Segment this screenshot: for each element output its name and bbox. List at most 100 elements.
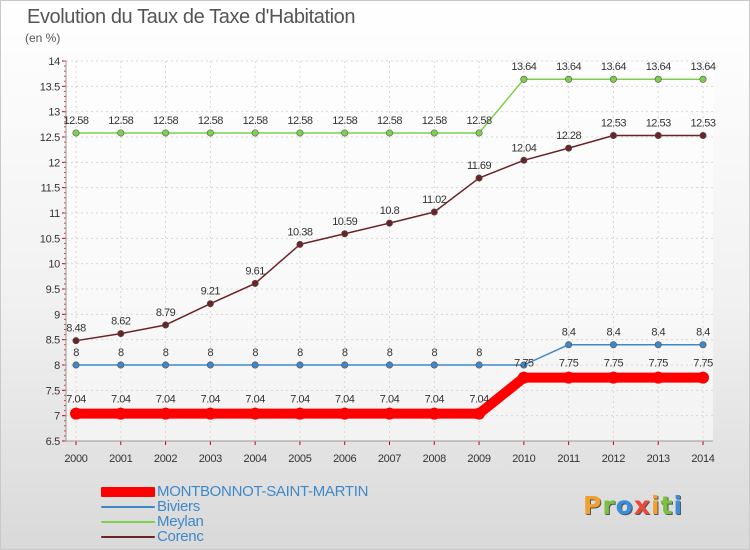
data-point-biviers bbox=[251, 361, 259, 369]
data-label-montbonnot-saint-martin: 7.75 bbox=[693, 358, 713, 370]
data-point-biviers bbox=[385, 361, 393, 369]
data-point-corenc bbox=[296, 240, 304, 248]
x-tick-label: 2011 bbox=[557, 453, 580, 465]
data-point-meylan bbox=[565, 75, 573, 83]
data-label-meylan: 12.58 bbox=[467, 115, 492, 127]
data-label-meylan: 13.64 bbox=[601, 61, 626, 73]
y-tick-label: 6.5 bbox=[46, 436, 61, 448]
data-point-meylan bbox=[475, 129, 483, 137]
y-tick-label: 13.5 bbox=[40, 81, 60, 93]
data-label-corenc: 12.53 bbox=[646, 117, 671, 129]
x-tick-label: 2007 bbox=[378, 453, 401, 465]
x-tick-label: 2006 bbox=[333, 453, 356, 465]
data-label-meylan: 13.64 bbox=[690, 61, 715, 73]
data-point-biviers bbox=[699, 341, 707, 349]
y-tick-label: 12.5 bbox=[40, 132, 60, 144]
data-point-montbonnot-saint-martin bbox=[293, 407, 306, 420]
data-label-montbonnot-saint-martin: 7.04 bbox=[335, 394, 355, 406]
data-label-biviers: 8 bbox=[73, 347, 79, 359]
data-point-meylan bbox=[654, 75, 662, 83]
data-point-corenc bbox=[162, 321, 170, 329]
data-point-meylan bbox=[520, 75, 528, 83]
data-point-corenc bbox=[654, 131, 662, 139]
data-point-meylan bbox=[251, 129, 259, 137]
data-point-biviers bbox=[341, 361, 349, 369]
data-point-biviers bbox=[206, 361, 214, 369]
data-label-meylan: 12.58 bbox=[108, 115, 133, 127]
data-point-montbonnot-saint-martin bbox=[697, 371, 709, 384]
data-point-corenc bbox=[117, 330, 125, 338]
data-point-corenc bbox=[72, 337, 80, 345]
data-point-meylan bbox=[385, 129, 393, 137]
legend-item: Biviers bbox=[101, 499, 421, 514]
data-point-montbonnot-saint-martin bbox=[338, 407, 351, 420]
y-tick-label: 13 bbox=[48, 107, 60, 119]
logo-letter: i bbox=[673, 491, 684, 520]
x-tick-label: 2012 bbox=[602, 453, 625, 465]
data-label-biviers: 8 bbox=[387, 347, 393, 359]
data-point-montbonnot-saint-martin bbox=[652, 371, 665, 384]
x-tick-label: 2009 bbox=[467, 453, 490, 465]
data-label-montbonnot-saint-martin: 7.04 bbox=[425, 394, 445, 406]
y-tick-label: 7 bbox=[54, 411, 60, 423]
data-point-meylan bbox=[430, 129, 438, 137]
data-point-corenc bbox=[699, 131, 707, 139]
y-tick-label: 9.5 bbox=[46, 284, 61, 296]
data-label-meylan: 12.58 bbox=[63, 115, 88, 127]
x-tick-label: 2004 bbox=[244, 453, 267, 465]
x-tick-label: 2013 bbox=[647, 453, 670, 465]
data-point-montbonnot-saint-martin bbox=[114, 407, 127, 420]
legend-swatch bbox=[101, 536, 155, 538]
data-point-montbonnot-saint-martin bbox=[204, 407, 217, 420]
y-tick-label: 12 bbox=[48, 157, 60, 169]
data-label-biviers: 8.4 bbox=[651, 327, 665, 339]
data-label-biviers: 8 bbox=[342, 347, 348, 359]
x-tick-label: 2001 bbox=[109, 453, 132, 465]
data-point-corenc bbox=[251, 279, 259, 287]
data-label-corenc: 12.53 bbox=[601, 117, 626, 129]
data-point-biviers bbox=[520, 361, 528, 369]
data-point-corenc bbox=[565, 144, 573, 152]
data-point-meylan bbox=[699, 75, 707, 83]
data-point-biviers bbox=[430, 361, 438, 369]
x-tick-label: 2008 bbox=[423, 453, 446, 465]
data-label-biviers: 8.4 bbox=[696, 327, 710, 339]
proxiti-logo: Proxiti bbox=[583, 491, 683, 520]
data-label-montbonnot-saint-martin: 7.04 bbox=[290, 394, 310, 406]
y-tick-label: 14 bbox=[48, 56, 60, 68]
data-label-meylan: 12.58 bbox=[153, 115, 178, 127]
data-label-biviers: 8.4 bbox=[607, 327, 621, 339]
data-label-biviers: 8.4 bbox=[562, 327, 576, 339]
data-label-biviers: 8 bbox=[118, 347, 124, 359]
x-tick-label: 2010 bbox=[512, 453, 535, 465]
data-point-biviers bbox=[117, 361, 125, 369]
data-label-montbonnot-saint-martin: 7.04 bbox=[245, 394, 265, 406]
data-point-montbonnot-saint-martin bbox=[562, 371, 575, 384]
data-label-corenc: 8.79 bbox=[156, 307, 176, 319]
data-label-meylan: 12.58 bbox=[198, 115, 223, 127]
data-label-montbonnot-saint-martin: 7.75 bbox=[649, 358, 669, 370]
data-point-biviers bbox=[296, 361, 304, 369]
data-point-corenc bbox=[609, 131, 617, 139]
data-point-biviers bbox=[609, 341, 617, 349]
chart-legend: MONTBONNOT-SAINT-MARTIN Biviers Meylan Core… bbox=[101, 484, 421, 544]
legend-label: Corenc bbox=[157, 528, 204, 545]
data-label-meylan: 12.58 bbox=[422, 115, 447, 127]
data-label-corenc: 9.61 bbox=[245, 265, 265, 277]
data-point-corenc bbox=[430, 208, 438, 216]
data-point-meylan bbox=[117, 129, 125, 137]
logo-letter: i bbox=[651, 491, 661, 520]
data-label-corenc: 12.04 bbox=[511, 142, 536, 154]
chart-subtitle: (en %) bbox=[25, 31, 61, 45]
data-point-montbonnot-saint-martin bbox=[383, 407, 396, 420]
data-point-meylan bbox=[341, 129, 349, 137]
data-point-meylan bbox=[296, 129, 304, 137]
x-tick-label: 2003 bbox=[199, 453, 222, 465]
data-label-corenc: 12.28 bbox=[556, 130, 581, 142]
data-label-montbonnot-saint-martin: 7.75 bbox=[514, 358, 534, 370]
data-label-montbonnot-saint-martin: 7.75 bbox=[604, 358, 624, 370]
data-point-montbonnot-saint-martin bbox=[473, 407, 486, 420]
data-point-meylan bbox=[206, 129, 214, 137]
data-label-meylan: 12.58 bbox=[332, 115, 357, 127]
